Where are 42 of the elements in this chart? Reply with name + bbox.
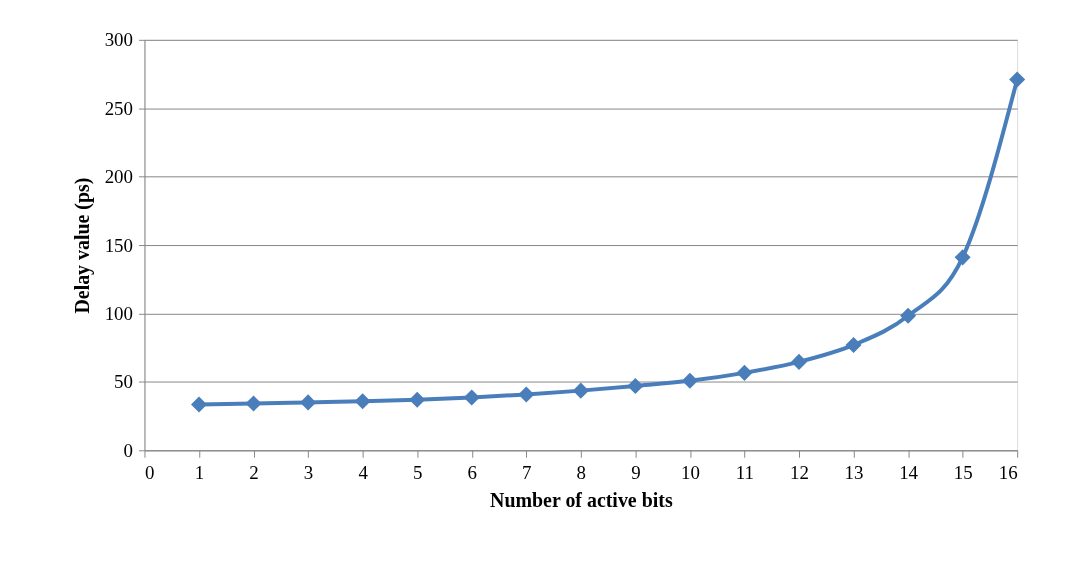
- point: [736, 364, 753, 381]
- y-tick-label: 150: [104, 234, 133, 256]
- x-tick-label: 13: [844, 461, 864, 483]
- point: [354, 393, 371, 410]
- y-tick-label: 0: [123, 439, 133, 461]
- point: [245, 395, 262, 412]
- x-tick-label: 12: [790, 461, 809, 483]
- point: [900, 307, 917, 324]
- x-tick-label: 16: [998, 461, 1018, 483]
- x-tick-label: 10: [680, 461, 700, 483]
- x-tick-label: 1: [194, 461, 205, 483]
- point: [1009, 71, 1026, 88]
- x-tick-label: 9: [631, 461, 641, 483]
- x-tick-label: 2: [249, 461, 259, 483]
- point: [954, 249, 971, 266]
- point: [190, 396, 208, 413]
- point: [409, 391, 426, 408]
- point: [463, 389, 480, 406]
- point: [845, 336, 862, 353]
- x-tick-label: 14: [899, 461, 919, 483]
- point: [790, 353, 808, 370]
- x-tick-label: 7: [522, 461, 532, 483]
- y-tick-label: 300: [104, 29, 133, 51]
- point: [518, 386, 535, 403]
- x-tick-label: 6: [467, 461, 477, 483]
- y-tick-label: 100: [104, 302, 133, 324]
- y-tick-label: 200: [104, 166, 133, 188]
- x-tick-label: 0: [144, 461, 155, 483]
- point: [300, 394, 317, 411]
- y-tick-label: 50: [114, 371, 133, 393]
- point: [627, 377, 644, 395]
- x-tick-label: 5: [412, 461, 423, 483]
- point: [681, 372, 698, 389]
- y-tick-label: 250: [104, 97, 133, 119]
- x-tick-label: 11: [735, 461, 755, 483]
- point: [572, 382, 589, 399]
- x-tick-label: 15: [953, 461, 973, 483]
- x-axis-title: Number of active bits: [490, 488, 673, 511]
- x-tick-label: 8: [576, 461, 587, 483]
- y-axis-title: Delay value (ps): [70, 177, 94, 314]
- x-tick-label: 3: [303, 461, 314, 483]
- x-tick-label: 4: [358, 461, 369, 483]
